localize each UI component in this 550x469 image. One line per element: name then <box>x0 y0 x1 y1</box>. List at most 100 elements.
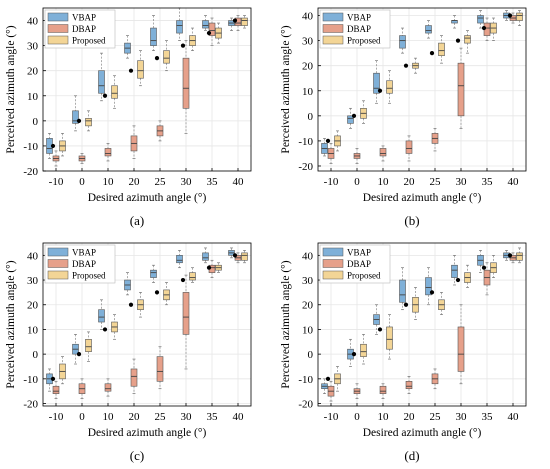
box-proposed-40 <box>241 15 248 29</box>
box-iqr <box>516 12 523 21</box>
box-proposed-0 <box>360 100 367 124</box>
box-iqr <box>425 25 432 34</box>
box-iqr <box>379 385 387 394</box>
box-dbap-0 <box>353 383 361 399</box>
x-axis-label: Desired azimuth angle (°) <box>88 427 207 439</box>
y-tick-label: -20 <box>23 166 38 178</box>
legend-label-vbap: VBAP <box>347 248 371 258</box>
panel-caption: (b) <box>404 213 419 228</box>
x-tick-label: 30 <box>181 411 193 423</box>
y-axis-label: Perceived azimuth angle (°) <box>5 25 17 153</box>
chart-panel-2: -20 -10 0 10 20 30 40 -10 0 10 20 25 30 35 40 Desired a… <box>280 7 527 228</box>
y-axis-label: Perceived azimuth angle (°) <box>280 260 292 388</box>
axes-frame <box>317 7 527 172</box>
box-dbap-20 <box>405 376 413 395</box>
box-proposed-35 <box>490 254 497 278</box>
box-iqr <box>182 292 190 335</box>
box-dbap-30 <box>182 274 190 370</box>
chart-panel-4: -20 -10 0 10 20 30 40 -10 0 10 20 25 30 35 40 Desired a… <box>280 242 527 463</box>
box-proposed-25 <box>163 40 170 72</box>
box-proposed-10 <box>111 314 118 340</box>
x-tick-label: 20 <box>404 176 416 188</box>
box-dbap-10 <box>104 378 112 397</box>
x-tick-label: 0 <box>354 411 360 423</box>
box-vbap--10 <box>46 368 53 392</box>
legend-label-dbap: DBAP <box>347 24 371 34</box>
box-dbap-30 <box>457 304 465 385</box>
panel-caption: (a) <box>130 213 144 228</box>
box-proposed--10 <box>59 133 66 157</box>
target-marker-20 <box>403 63 409 68</box>
target-marker-10 <box>102 93 108 98</box>
target-marker-35 <box>481 265 487 270</box>
box-proposed--10 <box>334 366 341 392</box>
legend-swatch-proposed <box>47 270 69 280</box>
x-axis-label: Desired azimuth angle (°) <box>88 192 207 204</box>
x-tick-label: 30 <box>181 176 193 188</box>
box-vbap-20 <box>399 27 406 54</box>
x-tick-label: 30 <box>456 411 468 423</box>
box-proposed-40 <box>516 247 523 264</box>
box-dbap-25 <box>431 368 439 390</box>
box-iqr <box>202 252 209 261</box>
box-vbap-35 <box>202 247 209 264</box>
target-marker-25 <box>154 56 160 61</box>
y-tick-label: 40 <box>302 250 314 262</box>
legend-label-vbap: VBAP <box>72 13 96 23</box>
box-proposed-30 <box>189 27 196 51</box>
x-tick-label: 25 <box>430 176 442 188</box>
panel-caption: (d) <box>404 448 419 463</box>
box-proposed-35 <box>490 17 497 41</box>
box-vbap-10 <box>373 60 380 104</box>
x-tick-label: 30 <box>456 176 468 188</box>
box-iqr <box>163 50 170 64</box>
box-iqr <box>347 115 354 124</box>
y-tick-label: 10 <box>27 324 39 336</box>
box-iqr <box>360 343 367 357</box>
legend-swatch-dbap <box>322 24 344 33</box>
box-proposed-20 <box>137 292 144 318</box>
box-proposed-0 <box>85 110 92 132</box>
box-dbap--10 <box>52 380 60 399</box>
box-iqr <box>104 148 112 157</box>
box-proposed-0 <box>85 331 92 362</box>
box-dbap--10 <box>52 150 60 167</box>
legend-label-proposed: Proposed <box>72 36 106 46</box>
box-proposed-30 <box>189 267 196 283</box>
target-marker-35 <box>206 265 212 270</box>
x-tick-label: 20 <box>404 411 416 423</box>
box-dbap-0 <box>353 148 361 164</box>
x-tick-label: -10 <box>49 176 64 188</box>
legend-label-proposed: Proposed <box>347 36 381 46</box>
y-tick-label: 0 <box>308 111 314 123</box>
y-tick-label: 10 <box>27 91 39 103</box>
box-dbap-40 <box>509 252 517 264</box>
box-iqr <box>399 279 406 303</box>
box-iqr <box>111 85 118 99</box>
box-vbap-25 <box>150 264 157 283</box>
box-vbap--10 <box>46 133 53 159</box>
box-iqr <box>386 326 393 350</box>
legend-label-vbap: VBAP <box>72 248 96 258</box>
box-iqr <box>182 57 190 109</box>
y-tick-label: -20 <box>298 399 313 411</box>
box-dbap-0 <box>78 378 86 399</box>
legend-swatch-vbap <box>47 247 69 257</box>
box-proposed-25 <box>163 282 170 306</box>
box-iqr <box>98 70 105 94</box>
y-tick-label: -10 <box>298 374 313 386</box>
legend-label-proposed: Proposed <box>72 271 106 281</box>
box-vbap-25 <box>150 15 157 51</box>
x-tick-label: -10 <box>324 411 339 423</box>
box-iqr <box>202 20 209 29</box>
box-iqr <box>150 269 157 278</box>
box-proposed-30 <box>464 264 471 288</box>
x-tick-label: 35 <box>482 411 494 423</box>
box-iqr <box>386 80 393 94</box>
box-iqr <box>150 27 157 46</box>
box-iqr <box>405 140 413 154</box>
target-marker--10 <box>50 376 56 381</box>
legend-swatch-dbap <box>322 259 344 268</box>
